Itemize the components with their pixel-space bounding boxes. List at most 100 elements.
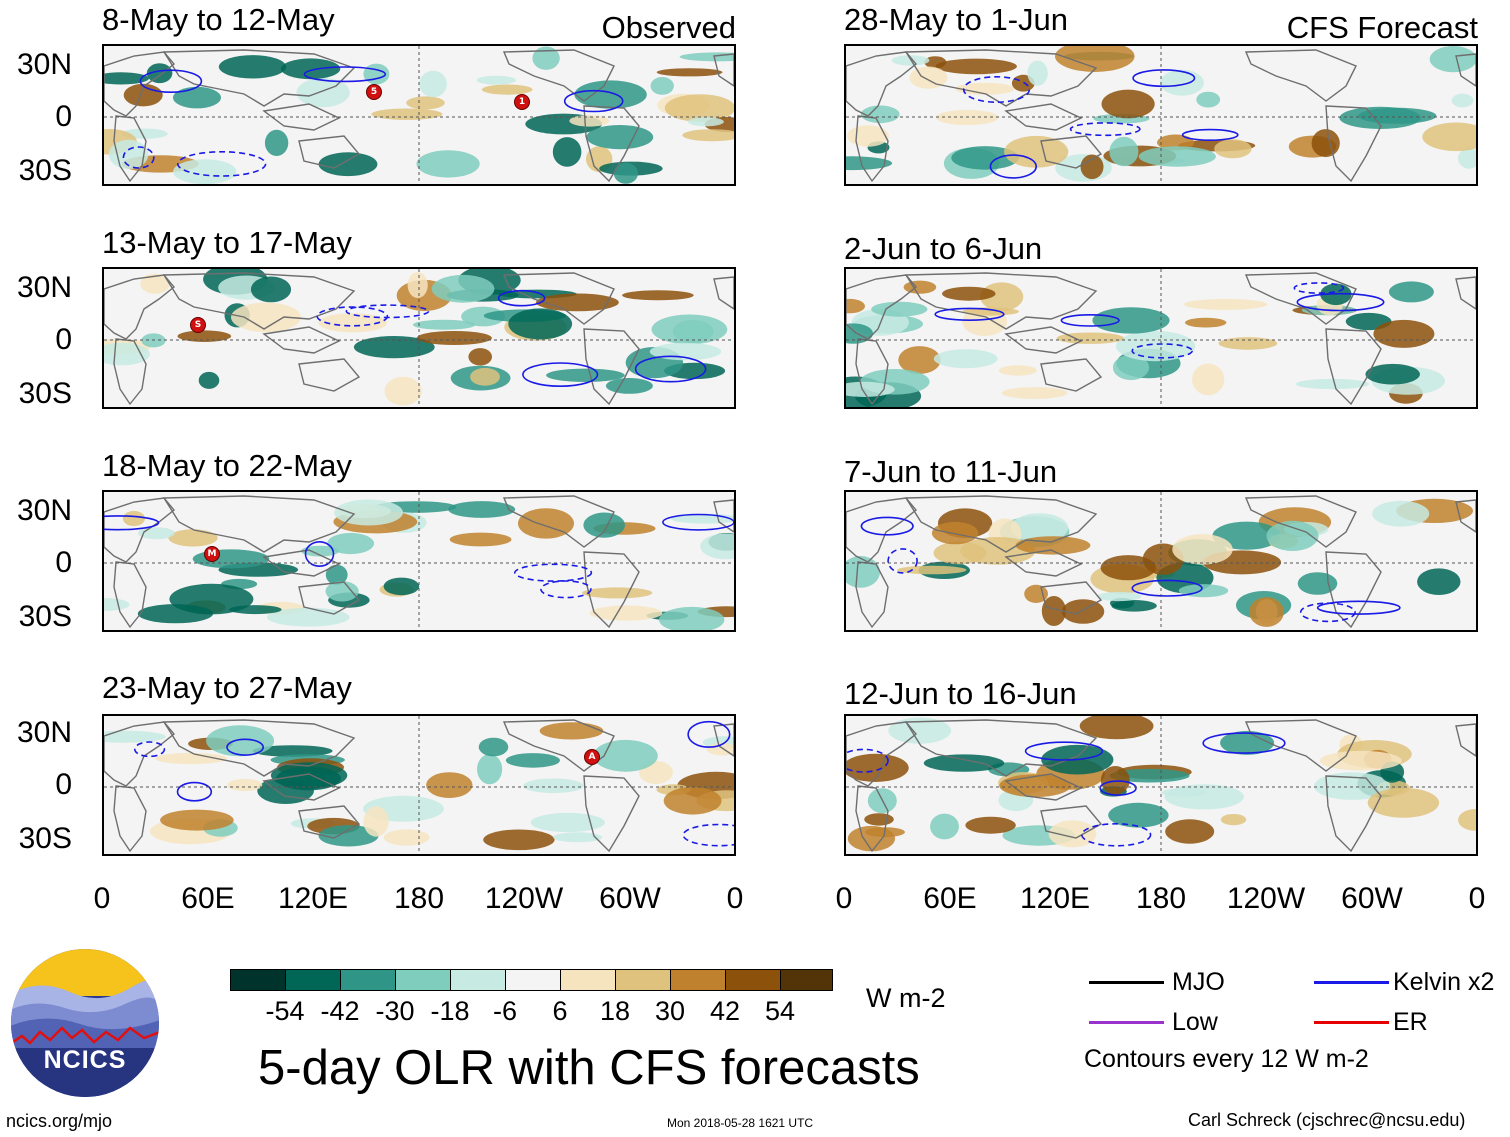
colorbar-swatch [725,969,781,991]
coastline [113,115,147,183]
olr-anomaly-patch [1365,363,1420,385]
olr-anomaly-patch [146,63,173,84]
coastline [502,49,615,102]
olr-anomaly-patch [476,75,516,85]
kelvin-contour [176,151,267,177]
olr-anomaly-patch [160,809,234,831]
olr-anomaly-patch [656,68,723,77]
olr-anomaly-patch [898,346,941,374]
forecast-map-panel-1 [844,44,1478,186]
lon-label: 60E [181,882,235,915]
olr-anomaly-patch [1295,378,1370,390]
coastline [298,581,361,615]
lon-label: 0 [1468,882,1486,915]
olr-anomaly-patch [1138,146,1216,167]
kelvin-contour [1296,292,1385,312]
olr-anomaly-patch [168,529,218,547]
ncics-logo-text: NCICS [43,1046,127,1074]
lat-label-0: 0 [55,768,72,801]
legend-label-mjo: MJO [1172,968,1225,996]
kelvin-contour [846,748,889,773]
coastline [162,272,356,330]
colorbar-swatch [505,969,561,991]
olr-anomaly-patch [589,605,663,621]
olr-anomaly-patch [1004,135,1069,168]
olr-anomaly-patch [483,829,555,851]
coastline [298,135,361,169]
colorbar-swatch [560,969,616,991]
olr-anomaly-patch [1214,139,1252,159]
coastline [262,773,341,801]
colorbar-swatch [395,969,451,991]
olr-anomaly-patch [1422,122,1476,152]
olr-anomaly-map [846,716,1476,854]
kelvin-contour [1293,282,1345,294]
observed-map-panel-2: S [102,267,736,409]
lon-label: 120W [484,882,564,915]
olr-anomaly-patch [1048,820,1097,848]
coastline [713,276,734,310]
coastline [855,561,889,629]
kelvin-contour [122,146,155,169]
forecast-map-panel-2 [844,267,1478,409]
olr-anomaly-patch [264,129,289,156]
olr-anomaly-patch [605,378,653,394]
coastline [855,785,889,853]
forecast-panel-title-1: 28-May to 1-Jun [844,2,1068,37]
lat-label-0: 0 [55,323,72,356]
olr-anomaly-patch [1266,520,1319,551]
kelvin-contour [1060,314,1120,327]
olr-anomaly-patch [1160,69,1204,96]
olr-anomaly-patch [1372,500,1430,527]
kelvin-contour [304,540,335,567]
lon-label: 120E [277,882,349,915]
olr-anomaly-patch [406,96,445,110]
coastline [262,549,341,577]
olr-anomaly-patch [532,46,560,70]
olr-anomaly-patch [1111,600,1157,612]
lon-label: 0 [726,882,744,915]
colorbar-swatch [670,969,726,991]
colorbar-label: -30 [375,996,415,1026]
olr-anomaly-patch [1184,298,1268,310]
lat-label-0: 0 [55,100,72,133]
olr-anomaly-map [846,269,1476,407]
colorbar-label: 54 [764,996,796,1026]
olr-anomaly-patch [334,499,403,526]
olr-anomaly-patch [1192,363,1225,396]
olr-anomaly-patch [530,812,605,833]
olr-anomaly-patch [897,565,967,575]
olr-anomaly-patch [383,577,420,596]
olr-anomaly-patch [276,766,341,791]
olr-anomaly-patch [1451,93,1474,108]
coastline [583,105,640,183]
kelvin-contour [104,515,160,531]
kelvin-contour [1202,732,1286,754]
footer-url-link[interactable]: ncics.org/mjo [6,1111,113,1131]
olr-anomaly-patch [1096,591,1142,602]
kelvin-contour [1131,579,1203,597]
lon-label: 60W [1341,882,1403,915]
lat-label-30s: 30S [18,154,72,187]
olr-anomaly-patch [962,307,1019,316]
olr-anomaly-patch [173,86,221,109]
coastline [1244,495,1357,548]
olr-anomaly-patch [169,583,254,615]
coastline [846,274,917,340]
olr-anomaly-patch [536,293,619,312]
olr-anomaly-patch [1249,597,1284,627]
coastline [1325,105,1382,183]
olr-anomaly-patch [1314,772,1391,800]
coastline [162,719,356,777]
lat-label-30s: 30S [18,377,72,410]
olr-anomaly-patch [419,70,447,98]
legend-label-er: ER [1393,1008,1428,1036]
olr-anomaly-patch [431,274,495,303]
olr-anomaly-map [846,46,1476,184]
olr-anomaly-patch [1172,534,1233,565]
lat-label-30n: 30N [16,494,72,527]
olr-anomaly-patch [582,587,653,599]
olr-anomaly-patch [1010,513,1069,543]
olr-anomaly-patch [412,319,476,330]
